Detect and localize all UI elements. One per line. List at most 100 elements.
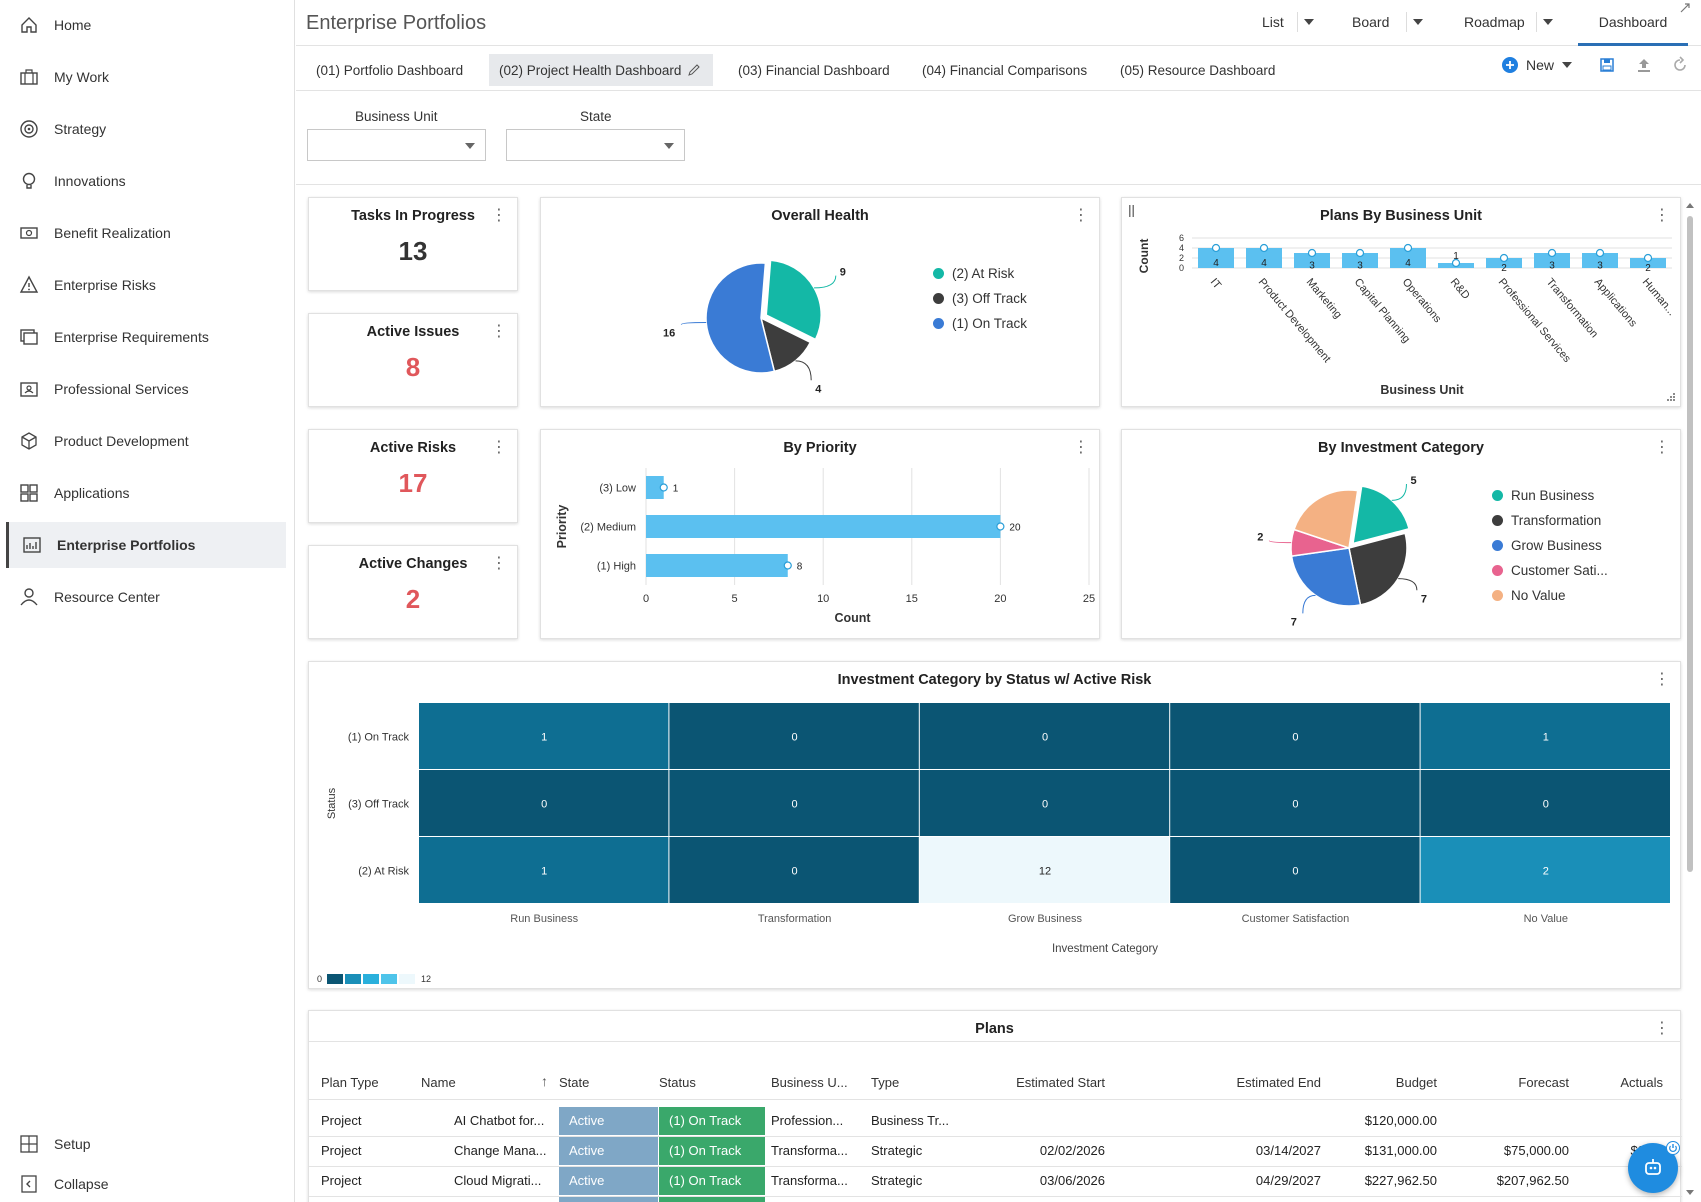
heatmap-cell[interactable] bbox=[1170, 837, 1420, 903]
bar[interactable] bbox=[1534, 253, 1570, 268]
sort-ascending-icon[interactable]: ↑ bbox=[541, 1073, 548, 1089]
table-cell[interactable]: Change Mana... bbox=[454, 1143, 547, 1158]
column-header[interactable]: Forecast bbox=[1518, 1075, 1569, 1090]
column-header[interactable]: Status bbox=[659, 1075, 696, 1090]
bar[interactable] bbox=[1294, 253, 1330, 268]
scroll-down-icon[interactable] bbox=[1684, 1186, 1696, 1200]
sidebar-item-my-work[interactable]: My Work bbox=[6, 54, 286, 100]
roadmap-caret-icon[interactable] bbox=[1536, 12, 1558, 32]
scrollbar[interactable] bbox=[1684, 198, 1696, 1202]
scrollbar-thumb[interactable] bbox=[1687, 216, 1693, 872]
bar[interactable] bbox=[646, 554, 788, 577]
bar[interactable] bbox=[1630, 258, 1666, 268]
bar[interactable] bbox=[1486, 258, 1522, 268]
kebab-icon[interactable]: ⋮ bbox=[491, 439, 507, 456]
tab-project-health-dashboard[interactable]: (02) Project Health Dashboard bbox=[489, 54, 713, 86]
heatmap-cell[interactable] bbox=[919, 837, 1170, 903]
sidebar-item-benefit-realization[interactable]: Benefit Realization bbox=[6, 210, 286, 256]
heatmap-cell[interactable] bbox=[919, 770, 1170, 836]
sidebar-setup[interactable]: Setup bbox=[6, 1126, 286, 1162]
bar[interactable] bbox=[1246, 248, 1282, 268]
column-header[interactable]: Estimated Start bbox=[1016, 1075, 1105, 1090]
heatmap-cell[interactable] bbox=[919, 703, 1170, 769]
legend-item[interactable]: No Value bbox=[1492, 588, 1566, 603]
kebab-icon[interactable]: ⋮ bbox=[1654, 207, 1670, 224]
resize-handle-icon[interactable] bbox=[1666, 392, 1676, 402]
sidebar-item-applications[interactable]: Applications bbox=[6, 470, 286, 516]
save-icon[interactable] bbox=[1599, 57, 1615, 73]
sidebar-item-innovations[interactable]: Innovations bbox=[6, 158, 286, 204]
kebab-icon[interactable]: ⋮ bbox=[491, 323, 507, 340]
pie-slice[interactable] bbox=[705, 262, 776, 374]
column-header[interactable]: Estimated End bbox=[1236, 1075, 1321, 1090]
column-header[interactable]: Plan Type bbox=[321, 1075, 379, 1090]
sidebar-item-enterprise-risks[interactable]: Enterprise Risks bbox=[6, 262, 286, 308]
tab-financial-dashboard[interactable]: (03) Financial Dashboard bbox=[738, 62, 890, 78]
view-tab-roadmap[interactable]: Roadmap bbox=[1464, 14, 1525, 30]
heatmap-cell[interactable] bbox=[419, 770, 669, 836]
column-header[interactable]: Actuals bbox=[1620, 1075, 1663, 1090]
edit-pencil-icon[interactable] bbox=[687, 63, 701, 77]
sidebar-item-strategy[interactable]: Strategy bbox=[6, 106, 286, 152]
sidebar-item-resource-center[interactable]: Resource Center bbox=[6, 574, 286, 620]
kebab-icon[interactable]: ⋮ bbox=[491, 555, 507, 572]
pie-slice[interactable] bbox=[1293, 489, 1359, 549]
sidebar-item-home[interactable]: Home bbox=[6, 2, 286, 48]
state-select[interactable] bbox=[506, 129, 685, 161]
table-cell[interactable]: Cloud Migrati... bbox=[454, 1173, 542, 1188]
list-caret-icon[interactable] bbox=[1297, 12, 1319, 32]
legend-item[interactable]: (1) On Track bbox=[933, 316, 1027, 331]
view-tab-list[interactable]: List bbox=[1262, 14, 1284, 30]
table-cell[interactable]: Concept Deve... bbox=[454, 1197, 549, 1202]
column-header[interactable]: Name bbox=[421, 1075, 456, 1090]
legend-item[interactable]: Transformation bbox=[1492, 513, 1601, 528]
view-tab-dashboard[interactable]: Dashboard bbox=[1578, 0, 1688, 46]
heatmap-cell[interactable] bbox=[1170, 770, 1420, 836]
sidebar-item-product-development[interactable]: Product Development bbox=[6, 418, 286, 464]
kebab-icon[interactable]: ⋮ bbox=[1654, 671, 1670, 688]
bar[interactable] bbox=[1342, 253, 1378, 268]
pie-slice[interactable] bbox=[1290, 547, 1362, 607]
board-caret-icon[interactable] bbox=[1406, 12, 1428, 32]
kebab-icon[interactable]: ⋮ bbox=[491, 207, 507, 224]
heatmap-cell[interactable] bbox=[419, 703, 669, 769]
sidebar-item-enterprise-portfolios[interactable]: Enterprise Portfolios bbox=[6, 522, 286, 568]
new-button[interactable]: New bbox=[1502, 57, 1573, 73]
bar[interactable] bbox=[1582, 253, 1618, 268]
business-unit-select[interactable] bbox=[307, 129, 486, 161]
column-header[interactable]: Type bbox=[871, 1075, 900, 1090]
kebab-icon[interactable]: ⋮ bbox=[1654, 439, 1670, 456]
heatmap-cell[interactable] bbox=[419, 837, 669, 903]
tab-financial-comparisons[interactable]: (04) Financial Comparisons bbox=[922, 62, 1088, 78]
bar[interactable] bbox=[1198, 248, 1234, 268]
scroll-up-icon[interactable] bbox=[1684, 198, 1696, 212]
legend-item[interactable]: Customer Sati... bbox=[1492, 563, 1608, 578]
drag-handle-icon[interactable] bbox=[1128, 204, 1136, 218]
heatmap-cell[interactable] bbox=[1420, 837, 1670, 903]
sidebar-item-enterprise-requirements[interactable]: Enterprise Requirements bbox=[6, 314, 286, 360]
kebab-icon[interactable]: ⋮ bbox=[1654, 1020, 1670, 1037]
legend-item[interactable]: Run Business bbox=[1492, 488, 1594, 503]
heatmap-cell[interactable] bbox=[1170, 703, 1420, 769]
expand-icon[interactable] bbox=[1679, 2, 1691, 14]
legend-item[interactable]: Grow Business bbox=[1492, 538, 1602, 553]
tab-portfolio-dashboard[interactable]: (01) Portfolio Dashboard bbox=[316, 62, 464, 78]
refresh-icon[interactable] bbox=[1671, 56, 1689, 74]
view-tab-board[interactable]: Board bbox=[1352, 14, 1390, 30]
pie-slice[interactable] bbox=[1352, 485, 1411, 545]
column-header[interactable]: Business U... bbox=[771, 1075, 848, 1090]
heatmap-cell[interactable] bbox=[669, 703, 919, 769]
pie-slice[interactable] bbox=[1348, 532, 1408, 606]
column-header[interactable]: Budget bbox=[1395, 1075, 1437, 1090]
kebab-icon[interactable]: ⋮ bbox=[1073, 207, 1089, 224]
heatmap-cell[interactable] bbox=[1420, 703, 1670, 769]
bar[interactable] bbox=[646, 476, 664, 499]
sidebar-collapse[interactable]: Collapse bbox=[6, 1166, 286, 1202]
legend-item[interactable]: (3) Off Track bbox=[933, 291, 1027, 306]
bar[interactable] bbox=[1390, 248, 1426, 268]
heatmap-cell[interactable] bbox=[669, 837, 919, 903]
bar[interactable] bbox=[646, 515, 1001, 538]
legend-item[interactable]: (2) At Risk bbox=[933, 266, 1014, 281]
kebab-icon[interactable]: ⋮ bbox=[1073, 439, 1089, 456]
sidebar-item-professional-services[interactable]: Professional Services bbox=[6, 366, 286, 412]
